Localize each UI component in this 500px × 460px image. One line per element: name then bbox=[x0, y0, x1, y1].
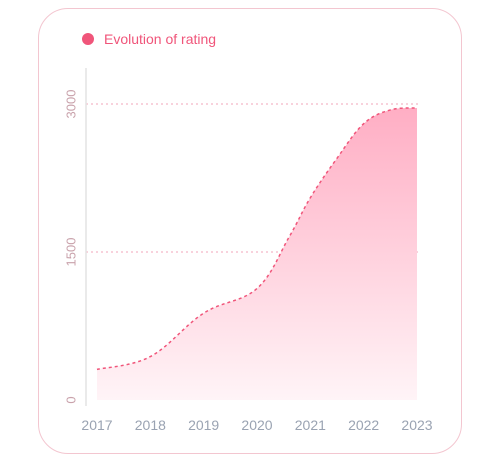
x-tick-label: 2019 bbox=[188, 417, 219, 433]
series-line bbox=[96, 107, 418, 371]
y-tick-label: 3000 bbox=[63, 90, 78, 119]
x-tick-label: 2020 bbox=[241, 417, 272, 433]
chart-legend: Evolution of rating bbox=[82, 31, 216, 47]
y-tick-label: 0 bbox=[63, 396, 78, 403]
x-tick-label: 2023 bbox=[401, 417, 432, 433]
x-tick-label: 2017 bbox=[81, 417, 112, 433]
legend-label: Evolution of rating bbox=[104, 31, 217, 47]
x-tick-label: 2022 bbox=[348, 417, 379, 433]
y-tick-label: 1500 bbox=[63, 238, 78, 267]
series-area-fill bbox=[97, 107, 417, 401]
x-tick-label: 2018 bbox=[135, 417, 166, 433]
legend-dot bbox=[82, 33, 94, 45]
x-tick-label: 2021 bbox=[295, 417, 326, 433]
